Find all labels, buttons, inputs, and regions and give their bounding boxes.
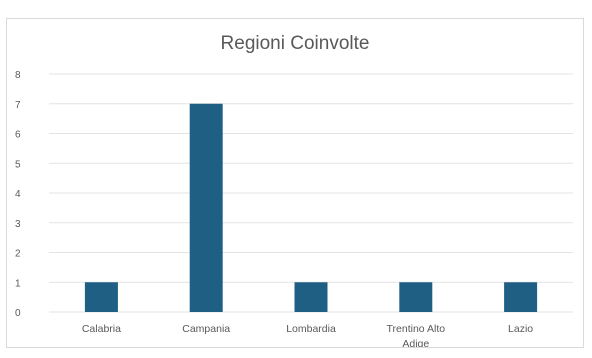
x-tick-label: Calabria	[82, 323, 121, 335]
x-tick-label: Campania	[182, 323, 230, 335]
bar	[294, 282, 328, 312]
y-tick-label: 6	[15, 130, 21, 141]
y-tick-label: 2	[15, 249, 21, 260]
chart-plot: 0 1 2 3 4 5 6 7 8 Calabria Campania Lombardia Trenti…	[15, 70, 573, 350]
bar	[504, 282, 538, 312]
x-tick-label: Trentino Alto	[387, 323, 446, 335]
y-tick-label: 3	[15, 219, 21, 230]
bar	[189, 103, 223, 312]
bar	[84, 282, 118, 312]
chart-title: Regioni Coinvolte	[220, 33, 370, 54]
x-tick-label: Adige	[402, 338, 429, 347]
y-tick-label: 0	[15, 308, 21, 319]
x-tick-label: Lombardia	[286, 323, 336, 335]
y-tick-label: 5	[15, 159, 21, 170]
y-tick-label: 4	[15, 189, 21, 200]
chart-area: Regioni Coinvolte 0 1 2 3 4 5 6 7 8 Calabria Campa…	[6, 18, 584, 350]
bar	[399, 282, 433, 312]
y-tick-label: 1	[15, 278, 21, 289]
x-tick-label: Lazio	[508, 323, 533, 335]
y-tick-label: 7	[15, 100, 21, 111]
y-tick-label: 8	[15, 70, 21, 81]
